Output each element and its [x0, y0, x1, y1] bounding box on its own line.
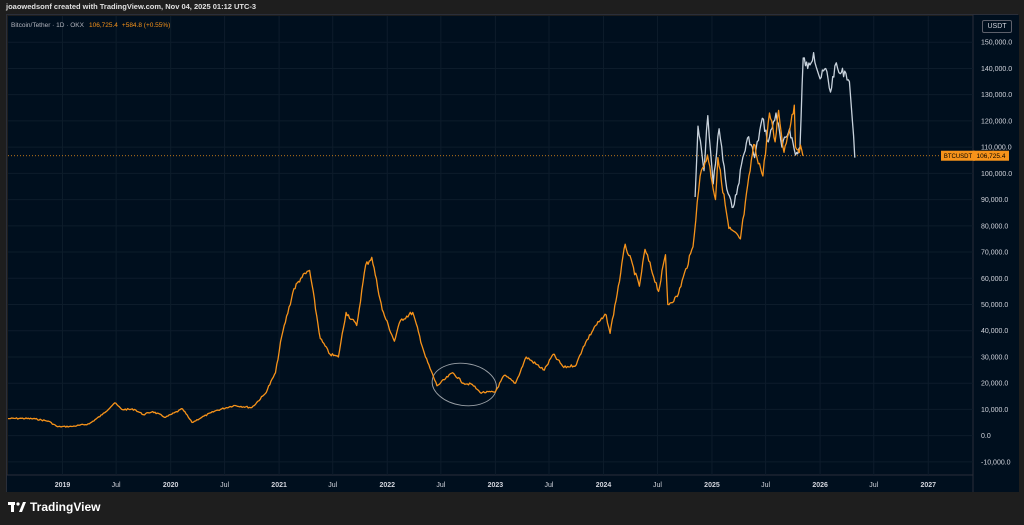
y-tick-label: 50,000.0: [981, 302, 1008, 309]
y-tick-label: 40,000.0: [981, 328, 1008, 335]
y-tick-label: 10,000.0: [981, 407, 1008, 414]
y-tick-label: 110,000.0: [981, 145, 1012, 152]
x-tick-label: 2027: [920, 482, 936, 489]
x-tick-label: Jul: [328, 482, 337, 489]
y-tick-label: 130,000.0: [981, 92, 1012, 99]
symbol-badge-label: BTCUSDT: [944, 154, 973, 160]
y-tick-label: 60,000.0: [981, 276, 1008, 283]
price-badge[interactable]: [973, 150, 1009, 161]
x-tick-label: 2024: [596, 482, 612, 489]
y-tick-label: 90,000.0: [981, 197, 1008, 204]
tradingview-logo-text: TradingView: [30, 500, 101, 514]
x-tick-label: Jul: [869, 482, 878, 489]
x-tick-label: Jul: [220, 482, 229, 489]
x-tick-label: Jul: [761, 482, 770, 489]
chart-frame[interactable]: 150,000.0 140,000.0 130,000.0 120,000.0 110,…: [6, 14, 1019, 493]
x-tick-label: Jul: [545, 482, 554, 489]
legend-price: 106,725.4: [89, 22, 118, 29]
y-tick-label: 30,000.0: [981, 354, 1008, 361]
legend-symbol: Bitcoin/Tether · 1D · OKX: [11, 22, 85, 29]
x-tick-label: 2023: [488, 482, 504, 489]
time-axis[interactable]: [7, 475, 973, 493]
bottom-bar: [0, 492, 1024, 525]
x-tick-label: 2021: [271, 482, 287, 489]
series-line-bitcoin-tether[interactable]: [8, 104, 804, 428]
caption-bar: joaowedsonf created with TradingView.com…: [0, 0, 1024, 14]
x-tick-label: Jul: [653, 482, 662, 489]
y-tick-label: 20,000.0: [981, 381, 1008, 388]
x-tick-label: 2020: [163, 482, 179, 489]
y-tick-label: 150,000.0: [981, 40, 1012, 47]
x-tick-label: Jul: [112, 482, 121, 489]
y-tick-label: 80,000.0: [981, 223, 1008, 230]
x-tick-label: Jul: [436, 482, 445, 489]
x-tick-label: 2026: [812, 482, 828, 489]
price-axis[interactable]: [973, 15, 1019, 493]
x-tick-label: 2019: [55, 482, 71, 489]
x-tick-label: 2022: [379, 482, 395, 489]
x-tick-label: 2025: [704, 482, 720, 489]
legend-change: +584.8 (+0.55%): [122, 22, 170, 29]
tradingview-logo[interactable]: TradingView: [8, 500, 100, 514]
symbol-badge[interactable]: [941, 150, 975, 161]
caption-text: joaowedsonf created with TradingView.com…: [6, 2, 257, 11]
currency-badge[interactable]: USDT: [982, 20, 1012, 33]
y-tick-label: 120,000.0: [981, 118, 1012, 125]
price-chart[interactable]: 150,000.0 140,000.0 130,000.0 120,000.0 110,…: [7, 15, 1019, 493]
series-line-projection[interactable]: [694, 52, 856, 209]
y-tick-label: 70,000.0: [981, 250, 1008, 257]
y-tick-label: 0.0: [981, 433, 991, 440]
y-tick-label: 100,000.0: [981, 171, 1012, 178]
price-badge-label: 106,725.4: [977, 153, 1006, 160]
y-tick-label: 140,000.0: [981, 66, 1012, 73]
tradingview-logo-icon: [8, 501, 26, 513]
y-tick-label: -10,000.0: [981, 459, 1011, 466]
